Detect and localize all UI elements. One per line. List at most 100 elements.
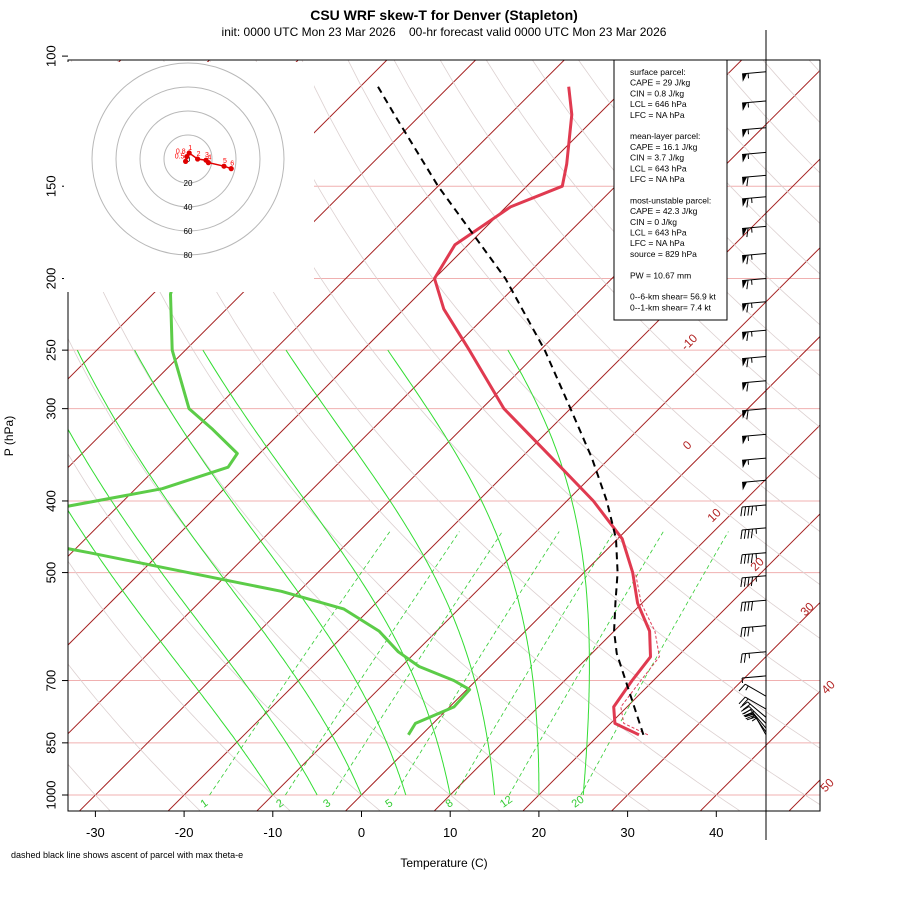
isotherm-line [168,158,820,811]
barb-flag [743,601,747,612]
wind-barb [742,479,767,491]
barb-flag [747,577,750,587]
barb-shaft [742,355,767,360]
barb-flag [738,683,746,692]
info-line: LCL = 643 hPa [630,228,687,238]
wind-barb [740,504,767,517]
isotherm-line [68,60,477,469]
wind-barb [742,174,767,187]
barb-shaft [742,174,767,178]
mixing-ratio-label: 20 [570,794,587,811]
mixing-ratio-line [580,531,729,796]
moist-adiabat [507,349,590,796]
x-tick-label: 40 [709,825,723,840]
barb-pennant [742,481,748,491]
dewpoint-line [68,244,472,736]
hodograph-ring [139,110,237,208]
dry-adiabat [716,60,820,174]
info-line: most-unstable parcel: [630,195,711,205]
mixing-ratio-line [454,531,615,796]
barb-flag [743,627,747,637]
barb-flag [740,506,743,517]
barb-flag [740,529,743,540]
y-tick-label: 200 [43,268,58,290]
mixing-ratio-line [209,531,391,796]
virtual-temperature-line [620,572,660,736]
barb-flag [750,553,754,564]
hodograph-point [221,163,227,169]
barb-flag [746,227,749,238]
barb-pennant [742,435,748,445]
y-tick-label: 400 [43,490,58,512]
mixing-ratio-label: 2 [274,797,286,810]
barb-flag [745,714,755,720]
wind-barb [740,527,767,540]
wind-barb [738,683,767,697]
hodograph-point [228,166,234,172]
barb-flag [750,528,754,539]
barb-shaft [742,625,767,629]
barb-flag [740,706,750,712]
barb-pennant [742,73,748,82]
hodograph-point [195,156,201,162]
wind-barb [738,696,767,710]
dry-adiabat [762,60,820,124]
wind-barb [742,71,767,82]
wind-barb [745,713,767,736]
wind-barb [742,329,767,342]
moist-adiabat [68,428,318,796]
hodograph-point-label: 0.8 [176,149,186,156]
y-tick-label: 100 [43,45,58,67]
barb-shaft [742,599,767,603]
wind-barb [742,301,767,313]
barb-shaft [742,196,767,200]
barb-flag [742,709,751,715]
info-line: 0--6-km shear= 56.9 kt [630,292,716,302]
x-tick-label: 10 [443,825,457,840]
wind-barb [742,196,767,208]
isotherm-label: 40 [818,677,838,697]
barb-flag [743,554,747,564]
barb-pennant [742,331,748,341]
barb-flag [745,713,755,718]
barb-shaft [742,151,767,155]
wind-barb [739,701,767,718]
hodograph-point-label: 3 [205,152,209,159]
hodograph-point-label: 2 [197,151,201,158]
barb-flag [740,554,743,565]
info-line: CIN = 0.8 J/kg [630,88,684,98]
hodograph-ring [115,86,261,232]
info-line: CIN = 0 J/kg [630,217,677,227]
info-line: mean-layer parcel: [630,131,700,141]
barb-flag [738,696,746,705]
dry-adiabat [163,60,820,806]
barb-flag [742,703,751,711]
barb-flag [747,506,750,516]
barb-flag [747,554,750,564]
x-tick-label: 30 [620,825,634,840]
wind-barb [742,355,767,368]
barb-shaft [742,575,767,579]
dry-adiabat [393,60,820,533]
barb-half-flag [751,717,757,722]
info-line: CAPE = 16.1 J/kg [630,142,698,152]
barb-flag [746,280,749,290]
mixing-ratio-label: 12 [498,794,515,811]
info-line: source = 829 hPa [630,249,697,259]
x-tick-label: 20 [532,825,546,840]
chart-subtitle: init: 0000 UTC Mon 23 Mar 2026 00-hr for… [222,25,667,39]
info-line: LFC = NA hPa [630,110,685,120]
barb-flag [743,577,747,587]
barb-shaft [742,433,767,437]
chart-title: CSU WRF skew-T for Denver (Stapleton) [310,7,578,23]
barb-shaft [742,225,767,229]
dry-adiabat [209,60,820,749]
barb-shaft [753,713,767,736]
dry-adiabat [439,60,820,480]
mixing-ratio-line [508,531,664,796]
mixing-ratio-line [285,531,460,796]
barb-shaft [742,253,767,257]
barb-shaft [742,504,767,508]
barb-pennant [742,129,748,138]
